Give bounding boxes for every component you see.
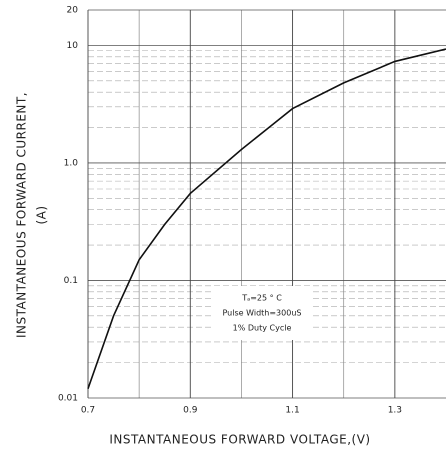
x-tick-label: 0.9	[183, 406, 198, 416]
y-axis-label: INSTANTANEOUS FORWARD CURRENT,	[15, 92, 29, 338]
y-tick-label: 0.01	[58, 394, 78, 404]
annotation: Pulse Width=300uS	[223, 309, 302, 318]
y-axis-label: (A)	[35, 205, 49, 224]
x-axis-label: INSTANTANEOUS FORWARD VOLTAGE,(V)	[109, 433, 370, 447]
annotation: 1% Duty Cycle	[233, 324, 292, 333]
x-tick-label: 0.7	[81, 406, 95, 416]
y-tick-label: 0.1	[64, 276, 78, 286]
data-line	[87, 48, 446, 389]
plot	[87, 9, 446, 399]
y-tick-label: 20	[67, 6, 79, 16]
annotation-box	[212, 286, 312, 340]
x-tick-label: 1.1	[285, 406, 299, 416]
annotation: Tₐ=25 ° C	[241, 294, 282, 303]
y-tick-label: 1.0	[64, 158, 79, 168]
x-tick-label: 1.3	[388, 406, 402, 416]
y-tick-label: 10	[67, 41, 79, 51]
